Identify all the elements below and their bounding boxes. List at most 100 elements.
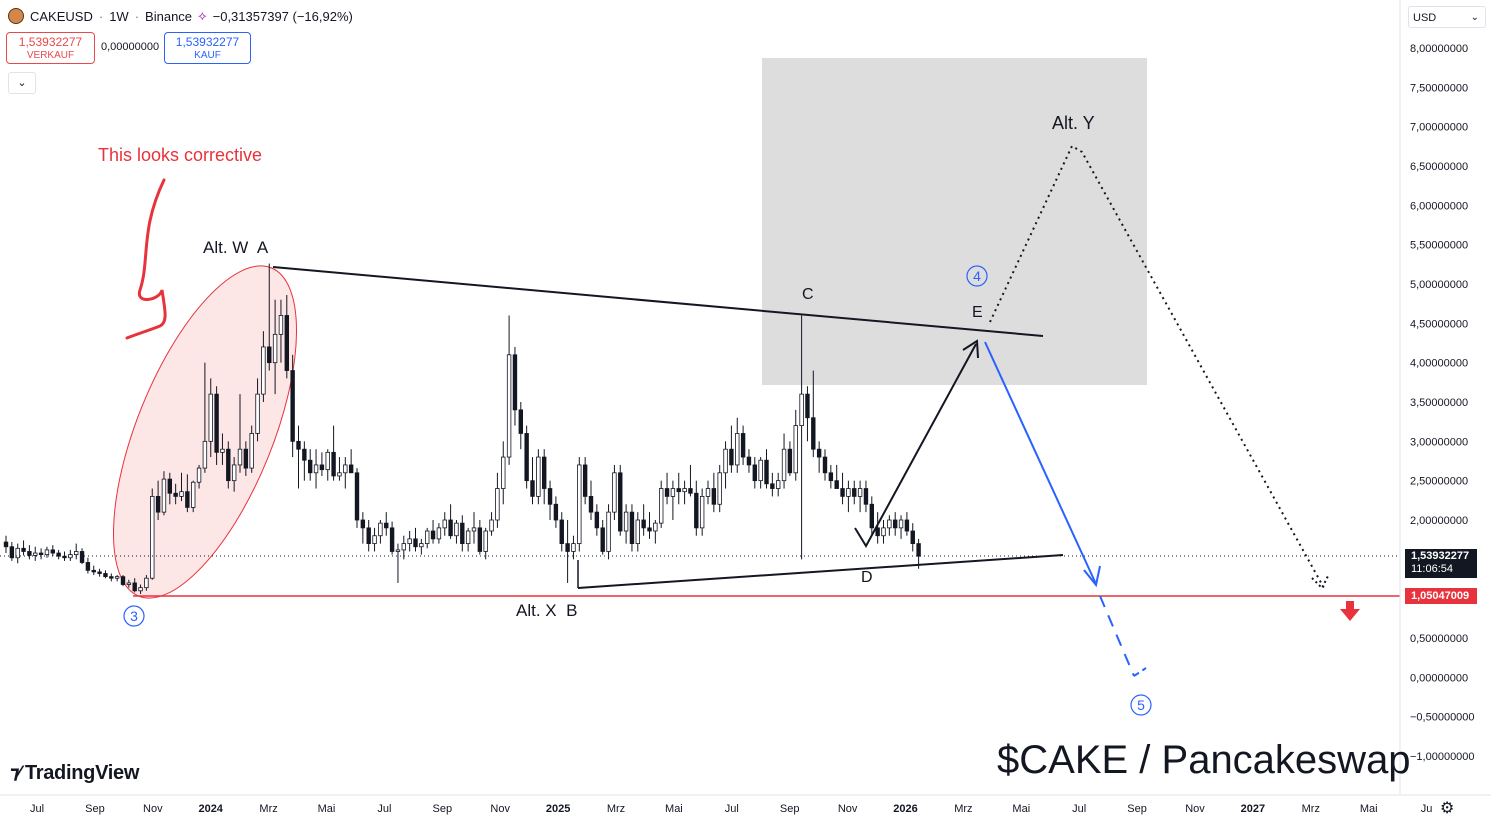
candle-body bbox=[758, 459, 763, 482]
candle-body bbox=[916, 543, 921, 557]
projection-e-to-5 bbox=[984, 341, 1097, 585]
x-tick-label: 2024 bbox=[198, 803, 223, 815]
candle-body bbox=[161, 478, 167, 513]
candle-body bbox=[307, 459, 313, 474]
candle-body bbox=[460, 522, 465, 545]
buy-price: 1,53932277 bbox=[175, 35, 240, 49]
candle-body bbox=[114, 576, 120, 579]
candle-body bbox=[150, 495, 155, 579]
candle-body bbox=[893, 519, 898, 529]
candle-body bbox=[670, 488, 676, 497]
x-tick-label: Jul bbox=[725, 803, 739, 815]
tradingview-mark-icon: ⁊⁄ bbox=[10, 763, 21, 784]
candle-body bbox=[594, 511, 600, 529]
x-tick-label: 2026 bbox=[893, 803, 917, 815]
candle-body bbox=[267, 346, 272, 364]
candle-body bbox=[395, 549, 401, 552]
y-tick-label: 3,50000000 bbox=[1410, 397, 1468, 409]
wave-5-label: 5 bbox=[1137, 697, 1145, 713]
compare-icon[interactable]: ⟡ bbox=[198, 8, 207, 23]
y-tick-label: 7,00000000 bbox=[1410, 122, 1468, 134]
candle-body bbox=[9, 546, 15, 559]
x-tick-label: Sep bbox=[85, 803, 105, 815]
symbol-header: CAKEUSD · 1W · Binance ⟡ −0,31357397 (−1… bbox=[8, 8, 353, 24]
candle-body bbox=[103, 573, 108, 578]
candle-body bbox=[752, 464, 757, 482]
candle-body bbox=[454, 522, 459, 537]
buy-button[interactable]: 1,53932277 KAUF bbox=[164, 32, 251, 64]
collapse-toggle-button[interactable]: ⌄ bbox=[8, 72, 36, 94]
candle-body bbox=[465, 530, 471, 544]
candle-body bbox=[56, 552, 61, 557]
candle-body bbox=[910, 530, 915, 544]
candle-body bbox=[331, 451, 336, 477]
candle-body bbox=[699, 495, 705, 529]
candle-body bbox=[863, 488, 869, 505]
candle-body bbox=[220, 448, 225, 453]
candle-body bbox=[506, 354, 512, 458]
candle-body bbox=[781, 448, 787, 482]
projection-blue-dashed bbox=[1099, 595, 1135, 677]
candle-body bbox=[173, 492, 178, 497]
candle-body bbox=[226, 448, 231, 482]
upper-trendline bbox=[272, 266, 1044, 337]
candle-body bbox=[618, 472, 623, 532]
y-tick-label: 5,00000000 bbox=[1410, 279, 1468, 291]
candle-body bbox=[501, 456, 506, 489]
y-tick-label: 6,50000000 bbox=[1410, 161, 1468, 173]
symbol-name[interactable]: CAKEUSD bbox=[30, 8, 93, 24]
candle-body bbox=[641, 519, 646, 529]
time-scale[interactable]: Jul Sep Nov 2024 Mrz Mai Jul Sep Nov 2025 Mrz Mai Ju… bbox=[30, 803, 1432, 815]
x-tick-label: Mai bbox=[665, 803, 683, 815]
settings-gear-icon[interactable]: ⚙ bbox=[1440, 800, 1455, 817]
y-tick-label: 2,50000000 bbox=[1410, 476, 1468, 488]
currency-select[interactable]: USD ⌄ bbox=[1408, 6, 1486, 28]
candle-body bbox=[565, 543, 570, 552]
candle-body bbox=[132, 582, 137, 592]
interval[interactable]: 1W bbox=[109, 8, 129, 24]
y-tick-label: 0,50000000 bbox=[1410, 633, 1468, 645]
lower-trendline bbox=[577, 554, 1064, 589]
candle-body bbox=[448, 519, 453, 537]
candle-body bbox=[179, 491, 184, 497]
y-tick-label: 5,50000000 bbox=[1410, 240, 1468, 252]
x-tick-label: Mrz bbox=[954, 803, 972, 815]
candle-body bbox=[717, 472, 722, 505]
label-alt-w-a: Alt. W A bbox=[203, 238, 269, 257]
candle-body bbox=[185, 491, 190, 508]
sell-price: 1,53932277 bbox=[18, 35, 83, 49]
x-tick-label: Mai bbox=[1012, 803, 1030, 815]
candle-body bbox=[612, 472, 617, 513]
arrowhead-blue bbox=[1083, 565, 1101, 588]
candle-body bbox=[846, 488, 851, 497]
price-scale[interactable]: 8,00000000 7,50000000 7,00000000 6,50000000… bbox=[1410, 43, 1475, 763]
candle-body bbox=[816, 448, 822, 458]
candle-body bbox=[471, 527, 477, 532]
candle-body bbox=[384, 522, 389, 529]
candle-body bbox=[401, 543, 406, 551]
candle-body bbox=[828, 472, 834, 482]
candle-body bbox=[764, 459, 769, 485]
candle-body bbox=[360, 519, 366, 529]
candle-body bbox=[840, 488, 845, 497]
down-arrow-icon[interactable] bbox=[1340, 601, 1360, 621]
candle-body bbox=[682, 488, 687, 493]
tradingview-logo[interactable]: ⁊⁄ TradingView bbox=[10, 762, 139, 785]
candle-body bbox=[834, 480, 839, 489]
candle-body bbox=[512, 354, 518, 411]
separator-dot: · bbox=[98, 8, 104, 24]
candle-body bbox=[21, 547, 26, 552]
candle-body bbox=[553, 503, 559, 521]
x-tick-label: Mrz bbox=[1302, 803, 1320, 815]
candle-body bbox=[343, 464, 348, 474]
candle-body bbox=[875, 527, 880, 537]
sell-button[interactable]: 1,53932277 VERKAUF bbox=[6, 32, 95, 64]
candle-body bbox=[419, 543, 424, 548]
support-price-tag: 1,05047009 bbox=[1405, 588, 1477, 604]
x-tick-label: 2025 bbox=[546, 803, 570, 815]
cake-logo-icon bbox=[8, 8, 24, 24]
x-tick-label: Jul bbox=[1072, 803, 1086, 815]
x-tick-label: Nov bbox=[490, 803, 510, 815]
candle-body bbox=[571, 543, 576, 552]
